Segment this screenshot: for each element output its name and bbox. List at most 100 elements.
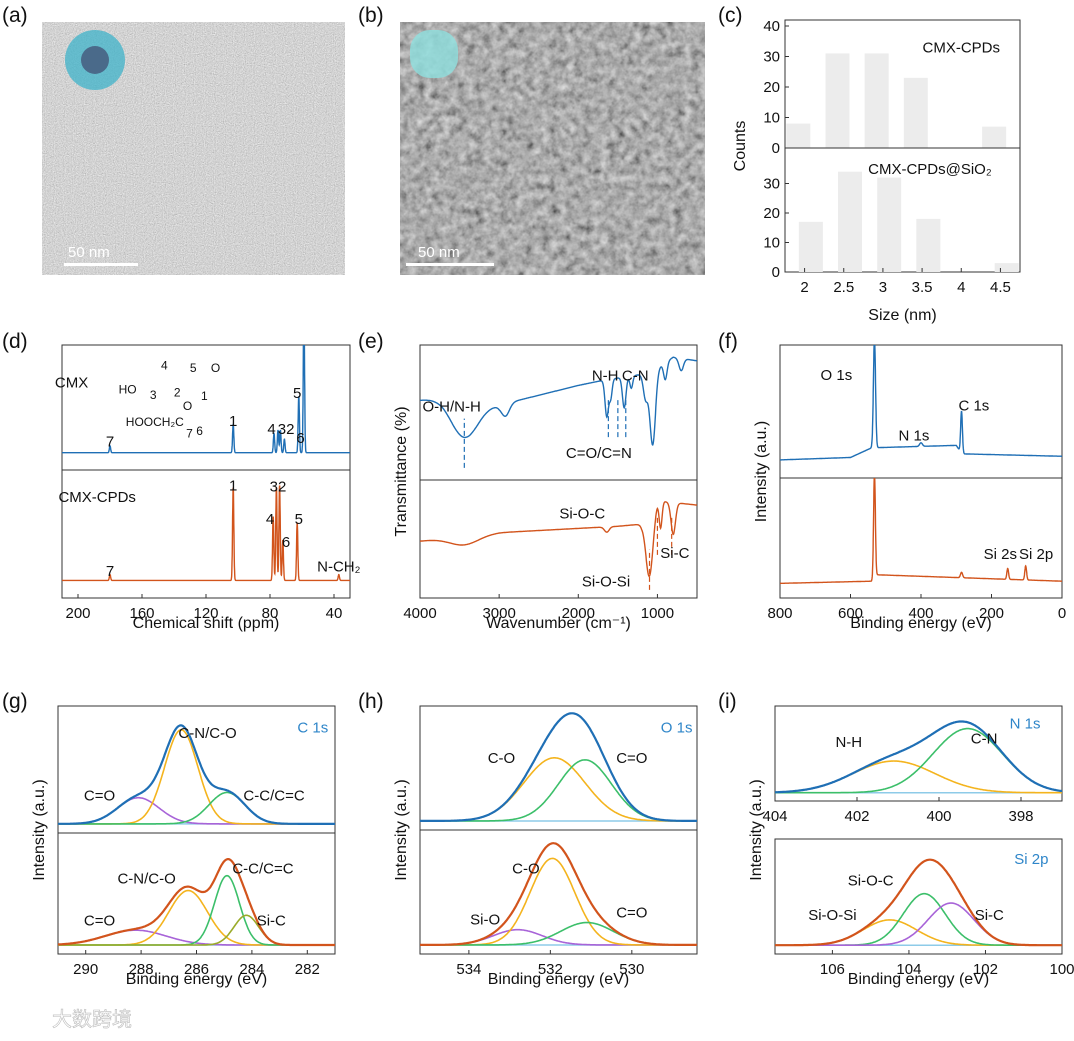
spectrum-curve [420,501,697,578]
fit-component-curve [420,759,697,822]
x-tick-label: 1000 [641,605,674,622]
x-axis-label: Binding energy (eV) [848,971,989,988]
histogram-bar [916,218,941,272]
annotation-label: C=O [616,750,647,767]
histogram-bar [786,123,811,148]
envelope-curve [775,858,1062,947]
x-tick-label: 100 [1049,961,1074,978]
y-axis-label: Intensity (a.u.) [748,779,765,880]
annotation-label: 4 [267,421,275,438]
panel-label: (a) [2,4,28,27]
annotation-label: 5 [190,361,197,375]
x-tick-label: 288 [129,961,154,978]
annotation-label: 7 [186,426,193,440]
x-tick-label: 2 [800,279,808,296]
annotation-label: N-H [835,734,862,751]
y-tick-label: 20 [763,205,780,222]
axes-frame [784,147,1021,273]
axes-frame [774,705,1063,802]
annotation-label: Si-O-Si [582,573,630,590]
plot-area [798,171,1019,272]
annotation-label: HOOCH₂C [126,415,184,429]
annotation-label: 1 [229,413,237,430]
annotation-label: C=O [84,912,115,929]
plot-area [62,345,350,454]
x-tick-label: 0 [1058,605,1066,622]
x-tick-label: 402 [844,808,869,825]
x-axis-label: Size (nm) [868,307,936,324]
x-tick-label: 530 [619,961,644,978]
y-tick-label: 0 [772,140,780,157]
x-tick-label: 282 [295,961,320,978]
scale-bar-label: 50 nm [68,244,110,261]
envelope-curve [420,712,697,822]
annotation-label: C-C/C=C [243,788,304,805]
histogram-bar [903,77,928,148]
annotation-label: 5 [295,511,303,528]
annotation-label: O-H/N-H [422,398,480,415]
x-tick-label: 532 [538,961,563,978]
panel-label: (f) [718,330,738,353]
x-tick-label: 286 [184,961,209,978]
annotation-label: O 1s [661,719,693,736]
y-axis-label: Transmittance (%) [393,406,410,536]
histogram-bar [982,126,1007,148]
annotation-label: C-O [512,861,540,878]
scale-bar [406,263,494,266]
spectrum-curve [62,345,350,454]
y-tick-label: 0 [772,264,780,281]
y-tick-label: 30 [763,49,780,66]
y-tick-label: 30 [763,176,780,193]
x-tick-label: 290 [73,961,98,978]
x-tick-label: 3.5 [912,279,933,296]
annotation-label: 1 [201,389,208,403]
annotation-label: Si-C [257,912,286,929]
annotation-label: 7 [106,433,114,450]
fit-component-curve [775,727,1062,794]
annotation-label: Si-O-Si [808,907,856,924]
annotation-label: Si-C [660,545,689,562]
envelope-curve [58,724,335,825]
subplot-e-0: O-H/N-H N-H C-N C=O/C=N [419,344,698,481]
panel-label: (e) [358,330,384,353]
plot-area [58,858,335,947]
x-tick-label: 160 [129,605,154,622]
annotation-label: Si-O-C [848,873,894,890]
x-tick-label: 120 [193,605,218,622]
x-tick-label: 800 [767,605,792,622]
panel-label: (h) [358,690,384,713]
x-tick-label: 200 [979,605,1004,622]
histogram-bar [877,177,902,272]
x-tick-label: 400 [926,808,951,825]
annotation-label: HO [119,382,137,396]
plot-area [775,720,1062,794]
annotation-label: Si 2p [1019,546,1053,563]
annotation-label: Si-C [975,907,1004,924]
annotation-label: N 1s [1010,715,1041,732]
x-tick-label: 3000 [482,605,515,622]
x-tick-label: 4.5 [990,279,1011,296]
x-tick-label: 404 [762,808,787,825]
plot-area [775,858,1062,947]
tem-image-panel-a: 50 nm [42,22,345,275]
panel-label: (g) [2,690,28,713]
axes-frame [419,705,698,831]
annotation-label: CMX-CPDs [923,39,1001,56]
y-axis-label: Counts [732,121,749,172]
panel-label: (b) [358,4,384,27]
x-axis-label: Binding energy (eV) [488,971,629,988]
x-axis-label: Wavenumber (cm⁻¹) [486,615,631,632]
annotation-label: CMX [55,375,88,392]
annotation-label: 2 [174,386,181,400]
annotation-label: C-N [971,730,998,747]
watermark: 大数跨境 [52,1008,132,1031]
y-axis-label: Intensity (a.u.) [393,779,410,880]
plot-area [58,724,335,825]
y-axis-label: Intensity (a.u.) [31,779,48,880]
x-tick-label: 40 [326,605,343,622]
y-tick-label: 40 [763,18,780,35]
